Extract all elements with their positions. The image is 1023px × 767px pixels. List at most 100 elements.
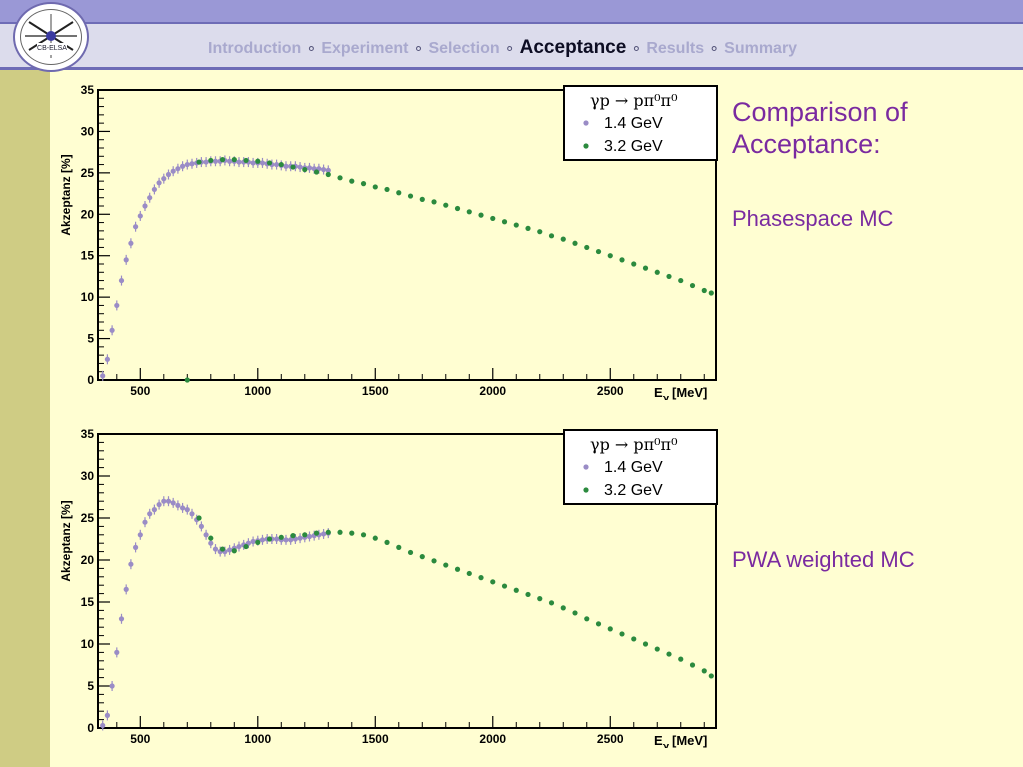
y-tick-label: 5	[87, 332, 94, 346]
data-point	[372, 184, 378, 190]
data-point	[179, 163, 186, 169]
data-point	[147, 511, 153, 517]
x-tick-label: 2500	[597, 732, 624, 746]
legend-box	[563, 429, 718, 505]
x-axis-label: E	[654, 733, 663, 748]
data-point	[631, 636, 637, 642]
data-point	[525, 591, 531, 598]
data-point	[297, 164, 303, 170]
series-1-4-gev	[100, 155, 331, 381]
x-tick-label: 1500	[362, 732, 389, 746]
section-navigation: Introduction ∘ Experiment ∘ Selection ∘ Accept…	[208, 36, 797, 60]
data-point	[360, 532, 367, 538]
data-point	[212, 546, 219, 552]
nav-item-acceptance[interactable]: Acceptance	[519, 37, 627, 58]
data-point	[231, 157, 237, 163]
plot-frame	[97, 89, 717, 381]
x-axis-unit: [MeV]	[672, 733, 707, 748]
data-point	[513, 222, 519, 228]
chart-phasespace-panel: 0 5 10 15 20 25 30 35 500 1000 1500 2000 2500 Akzepta…	[54, 82, 720, 400]
chart-pwa-panel: 0 5 10 15 20 25 30 35 500 1000 1500 2000 2500 Akzepta…	[54, 426, 720, 748]
data-point	[631, 261, 637, 267]
data-point	[132, 224, 139, 230]
data-point	[278, 534, 284, 540]
data-point	[490, 579, 496, 585]
side-subtitle-pwa: PWA weighted MC	[732, 547, 915, 572]
y-tick-label: 20	[81, 207, 95, 221]
data-point	[196, 515, 202, 521]
data-point	[236, 159, 242, 165]
data-point	[189, 511, 195, 517]
y-tick-label: 15	[81, 249, 95, 263]
acceptance-chart-phasespace: 0 5 10 15 20 25 30 35 500 1000 1500 2000 2500 Akzepta…	[59, 83, 718, 400]
plot-frame	[97, 433, 717, 729]
data-point	[325, 171, 331, 178]
data-point	[678, 656, 684, 662]
data-point	[212, 158, 219, 164]
data-point	[325, 529, 331, 535]
data-point	[137, 213, 143, 219]
y-tick-label: 20	[81, 553, 95, 567]
data-point	[203, 532, 209, 538]
y-axis-label: Akzeptanz [%]	[59, 154, 73, 235]
data-point	[290, 164, 296, 170]
side-subtitle-phasespace: Phasespace MC	[732, 206, 894, 231]
nav-item-results[interactable]: Results	[646, 40, 705, 57]
data-point	[372, 535, 378, 541]
data-point	[151, 186, 157, 193]
data-point	[607, 626, 613, 632]
legend-label: 3.2 GeV	[604, 138, 663, 155]
data-point	[525, 225, 531, 231]
nav-item-summary[interactable]: Summary	[724, 40, 798, 57]
nav-separator: ∘	[504, 40, 515, 57]
nav-item-experiment[interactable]: Experiment	[321, 40, 409, 57]
data-point	[689, 282, 696, 289]
data-point	[595, 248, 602, 255]
data-point	[607, 253, 613, 259]
y-tick-label: 25	[81, 166, 95, 180]
data-point	[478, 212, 484, 218]
x-tick-label: 2000	[479, 384, 506, 398]
data-point	[104, 712, 110, 718]
series-3-2-gev	[196, 515, 714, 679]
data-point	[142, 519, 148, 525]
x-tick-label: 2000	[479, 732, 506, 746]
nav-separator: ∘	[413, 40, 424, 57]
data-point	[123, 586, 129, 592]
data-point	[501, 583, 508, 589]
x-tick-label: 500	[130, 732, 150, 746]
y-tick-label: 30	[81, 124, 95, 138]
data-point	[384, 186, 390, 193]
data-point	[226, 547, 233, 553]
legend-title: γp → pπ⁰π⁰	[590, 91, 677, 110]
data-point	[384, 539, 390, 545]
legend-marker	[583, 464, 589, 470]
data-point	[678, 277, 684, 284]
data-point	[313, 169, 320, 175]
data-point	[142, 203, 148, 209]
data-point	[619, 257, 625, 263]
data-point	[175, 166, 181, 172]
y-tick-label: 0	[87, 373, 94, 387]
legend-marker	[583, 487, 589, 493]
data-point	[226, 158, 233, 164]
data-point	[156, 180, 162, 186]
data-point	[283, 537, 289, 543]
data-point	[283, 163, 289, 169]
data-point	[490, 215, 496, 222]
data-point	[137, 532, 143, 538]
data-point	[513, 587, 519, 593]
nav-item-introduction[interactable]: Introduction	[208, 40, 302, 57]
data-point	[396, 544, 402, 550]
nav-item-selection[interactable]: Selection	[428, 40, 500, 57]
data-point	[100, 373, 106, 379]
logo-label: CB-ELSA	[37, 43, 67, 55]
data-point	[128, 561, 134, 567]
data-point	[537, 596, 543, 602]
nav-separator: ∘	[709, 40, 720, 57]
data-point	[236, 543, 242, 550]
series-1-4-gev	[100, 496, 331, 731]
data-point	[454, 566, 461, 572]
data-point	[290, 533, 296, 539]
data-point	[349, 530, 355, 536]
